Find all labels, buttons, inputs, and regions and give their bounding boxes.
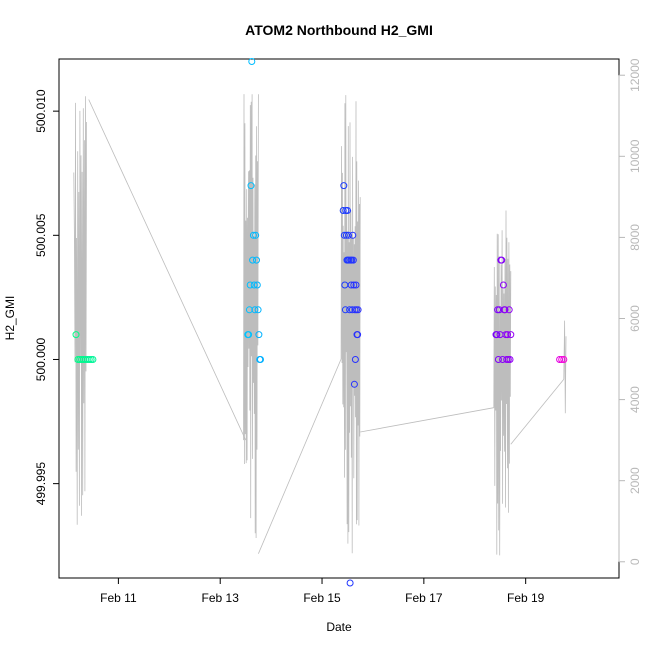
scatter-point [89, 356, 97, 363]
scatter-point [344, 207, 351, 214]
scatter-point [556, 356, 564, 363]
line-segment [73, 96, 87, 525]
y-right-tick-label: 2000 [628, 467, 642, 494]
scatter-point [558, 356, 566, 363]
y-axis-left: 499.995 500.000 500.005 500.010 [34, 89, 59, 505]
line-segment [493, 210, 512, 556]
scatter-point [498, 256, 506, 264]
scatter-points-layer [72, 58, 568, 587]
scatter-point [253, 256, 260, 264]
scatter-point [506, 356, 514, 363]
scatter-point [247, 182, 255, 190]
scatter-point [349, 231, 357, 239]
scatter-point [252, 231, 260, 239]
x-tick-label: Feb 13 [202, 591, 240, 605]
scatter-point [248, 58, 256, 65]
scatter-point [72, 331, 80, 339]
scatter-point [340, 231, 348, 239]
scatter-point [350, 380, 358, 388]
scatter-point [350, 281, 358, 289]
scatter-point [341, 306, 349, 314]
y-right-tick-label: 4000 [628, 386, 642, 413]
scatter-point [253, 281, 261, 289]
x-axis-label: Date [326, 620, 352, 634]
y-right-tick-label: 10000 [628, 139, 642, 173]
y-right-tick-label: 12000 [628, 58, 642, 92]
scatter-point [354, 331, 362, 339]
line-segment [340, 95, 361, 554]
y-left-tick-label: 499.995 [34, 462, 48, 506]
scatter-point [352, 281, 360, 289]
scatter-point [254, 306, 262, 314]
scatter-point [246, 281, 254, 289]
y-left-tick-label: 500.005 [34, 213, 48, 257]
x-tick-label: Feb 17 [405, 591, 443, 605]
scatter-point [339, 207, 347, 214]
line-connector [510, 379, 565, 445]
scatter-point [346, 579, 354, 587]
scatter-point [340, 182, 348, 190]
scatter-point [245, 331, 253, 339]
y-left-tick-label: 500.010 [34, 89, 48, 133]
scatter-point [345, 231, 352, 239]
scatter-point [250, 281, 258, 289]
scatter-point [351, 356, 359, 363]
x-tick-label: Feb 15 [303, 591, 341, 605]
scatter-point [85, 356, 93, 363]
scatter-point [255, 331, 263, 339]
line-connector [88, 99, 247, 441]
scatter-point [251, 306, 259, 314]
scatter-point [504, 331, 511, 339]
line-segment [563, 320, 567, 414]
scatter-point [346, 306, 354, 314]
scatter-point [501, 306, 509, 314]
line-connector [258, 358, 342, 554]
scatter-point [507, 331, 515, 339]
x-tick-label: Feb 11 [100, 591, 137, 605]
scatter-point [505, 306, 513, 314]
scatter-point [347, 281, 355, 289]
line-connector [360, 407, 494, 433]
scatter-point [354, 306, 362, 314]
y-right-tick-label: 6000 [628, 305, 642, 332]
chart-title: ATOM2 Northbound H2_GMI [245, 22, 433, 38]
line-segment [243, 94, 259, 539]
plot-frame [58, 58, 620, 579]
scatter-point [249, 231, 257, 239]
y-right-tick-label: 8000 [628, 224, 642, 251]
x-axis: Feb 11 Feb 13 Feb 15 Feb 17 Feb 19 [100, 578, 545, 605]
y-axis-right: 0 2000 4000 6000 8000 10000 12000 [618, 58, 642, 565]
scatter-point [257, 356, 264, 363]
y-right-tick-label: 0 [628, 558, 642, 565]
scatter-point [349, 256, 357, 264]
scatter-point [494, 356, 502, 363]
x-tick-label: Feb 19 [507, 591, 545, 605]
line-series-layer [73, 94, 567, 556]
scatter-point [560, 356, 568, 363]
scatter-point [493, 331, 501, 339]
scatter-point [249, 256, 257, 264]
y-axis-label: H2_GMI [3, 296, 17, 341]
scatter-point [499, 281, 507, 289]
y-left-tick-label: 500.000 [34, 337, 48, 381]
